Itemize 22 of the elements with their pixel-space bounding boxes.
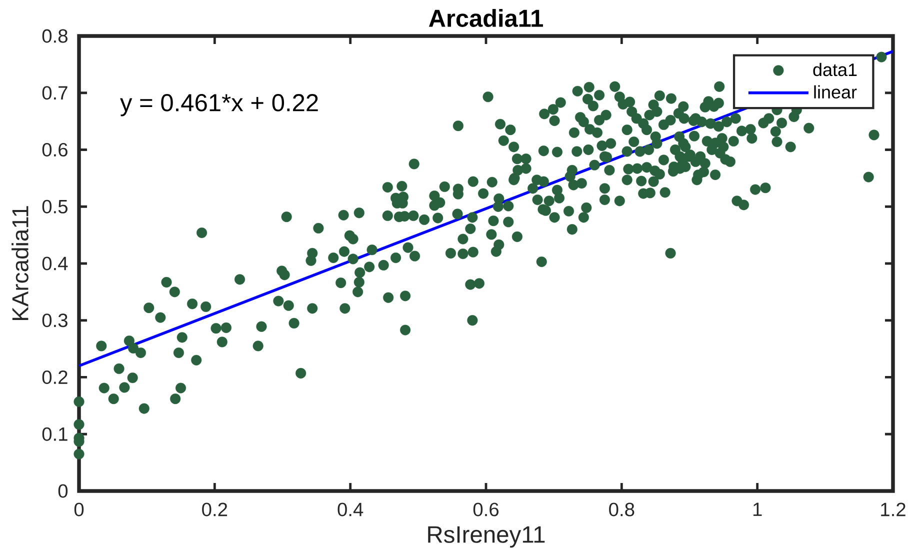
y-tick-label: 0: [58, 484, 68, 498]
x-tick-label: 0.2: [202, 502, 228, 516]
y-tick-label: 0.1: [42, 427, 68, 441]
chart-title: Arcadia11: [428, 9, 543, 27]
y-tick-label: 0.6: [42, 142, 68, 157]
x-axis-title: RsIreney11: [428, 526, 545, 548]
annotation: y = 0.461*x + 0.22: [120, 94, 318, 116]
x-tick-label: 0: [74, 502, 84, 516]
x-tick-label: 0.6: [473, 502, 498, 516]
legend-label: linear: [814, 85, 857, 99]
x-tick-label: 0.8: [609, 502, 634, 516]
x-tick-label: 0.4: [338, 502, 364, 516]
y-tick-label: 0.8: [42, 29, 68, 43]
legend-label: data1: [813, 62, 857, 76]
y-axis-title: KArcadia11: [12, 206, 28, 320]
y-tick-label: 0.7: [42, 86, 68, 100]
y-tick-label: 0.2: [42, 370, 68, 384]
y-tick-label: 0.3: [42, 314, 68, 328]
y-tick-label: 0.4: [42, 256, 68, 270]
y-tick-label: 0.5: [42, 200, 68, 214]
x-tick-label: 1.2: [881, 502, 906, 516]
x-tick-label: 1: [753, 502, 762, 516]
